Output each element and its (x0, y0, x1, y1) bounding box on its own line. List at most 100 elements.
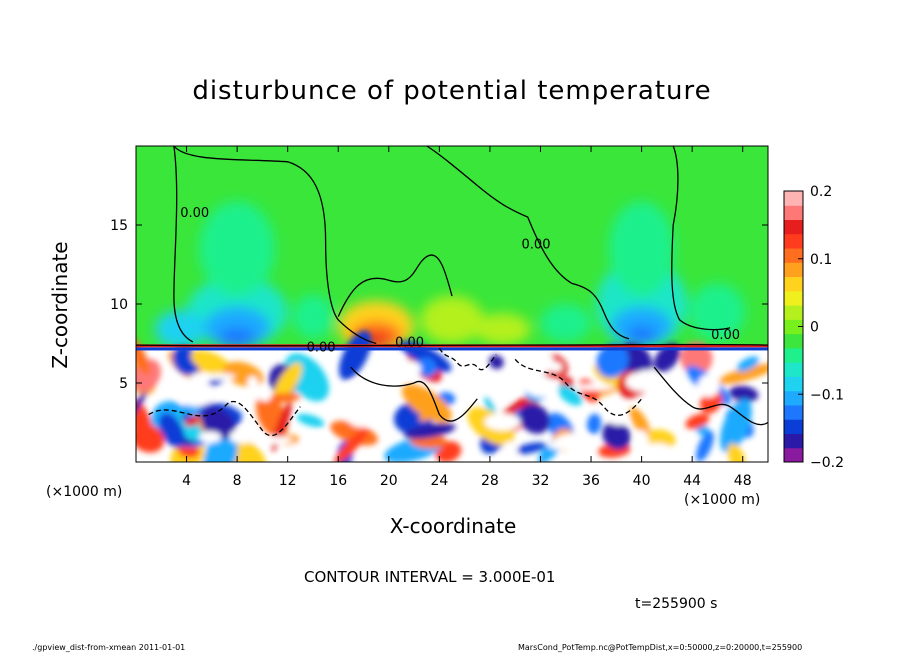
white-patch-13 (199, 431, 222, 443)
colorbar-segment (784, 305, 803, 320)
turbulence-blob-92 (653, 343, 681, 373)
contour-interval: CONTOUR INTERVAL = 3.000E-01 (304, 568, 556, 586)
turbulence-blob-70 (717, 363, 768, 385)
colorbar-segment (784, 233, 803, 249)
contour-label-4: 0.00 (711, 328, 740, 343)
white-patch-20 (625, 372, 660, 392)
turbulence-blob-68 (587, 413, 602, 435)
white-patch-15 (346, 404, 377, 428)
white-patch-14 (501, 441, 519, 462)
turbulence-blob-50 (685, 413, 710, 429)
white-patch-11 (394, 360, 422, 377)
field-blob-12 (540, 304, 592, 342)
x-tick-label: 28 (481, 473, 499, 489)
field-blob-14 (199, 201, 276, 297)
turbulence-blob-60 (158, 413, 185, 448)
x-tick-label: 40 (633, 473, 651, 489)
y-tick-label: 15 (110, 218, 128, 234)
time-label: t=255900 s (635, 596, 718, 612)
contour-line-9 (653, 366, 768, 426)
lower-layer-blobs (136, 330, 768, 462)
x-axis-label: X-coordinate (389, 514, 517, 538)
x-tick-label: 4 (182, 473, 191, 489)
upper-layer-blobs (154, 201, 746, 352)
x-tick-label: 44 (683, 473, 701, 489)
white-patch-16 (253, 436, 293, 445)
x-unit-label-left: (×1000 m) (46, 484, 123, 500)
white-patch-4 (286, 442, 321, 455)
turbulence-blob-88 (419, 401, 446, 422)
contour-labels: 0.00 0.00 0.00 0.00 0.00 (180, 206, 740, 355)
y-tick-label: 10 (110, 297, 128, 313)
white-patch-10 (257, 389, 272, 402)
contour-lines (136, 146, 768, 437)
field-blob-13 (689, 283, 746, 341)
colorbar-segment (784, 276, 803, 292)
colorbar-segment (784, 404, 803, 420)
field-blob-15 (608, 201, 675, 297)
turbulence-blob-39 (696, 430, 714, 462)
contour-label-2: 0.00 (307, 340, 336, 355)
colorbar-segment (784, 262, 803, 278)
turbulence-blob-36 (645, 429, 676, 448)
turbulence-blob-75 (273, 362, 302, 402)
field-blob-2 (219, 327, 255, 347)
x-tick-label: 20 (380, 473, 398, 489)
contour-line-0 (173, 146, 194, 343)
colorbar-segment (784, 419, 803, 434)
contour-label-1: 0.00 (522, 238, 551, 253)
turbulence-blob-82 (736, 356, 759, 372)
turbulence-blob-81 (200, 407, 236, 440)
colorbar-segment (784, 248, 803, 263)
x-tick-label: 32 (532, 473, 550, 489)
contour-line-6 (148, 400, 301, 437)
turbulence-blob-41 (330, 420, 378, 446)
colorbar-tick-label: 0 (810, 320, 819, 336)
x-ticks: 4 8 12 16 20 24 28 32 36 40 44 48 (182, 146, 752, 489)
white-patch-18 (490, 381, 514, 406)
x-unit-label-right: (×1000 m) (684, 492, 761, 508)
white-patch-9 (205, 373, 236, 380)
colorbar: 0.2 0.1 0 −0.1 −0.2 (783, 184, 844, 471)
colorbar-tick-label: −0.1 (810, 387, 844, 403)
white-patch-12 (609, 416, 629, 426)
turbulence-blob-27 (190, 350, 234, 377)
colorbar-segment (784, 205, 803, 221)
white-patch-25 (313, 433, 328, 446)
colorbar-tick-label: 0.2 (810, 184, 832, 200)
footer-left: ./gpview_dist-from-xmean 2011-01-01 (32, 643, 186, 652)
white-patch-2 (574, 383, 615, 391)
turbulence-blob-65 (417, 357, 437, 377)
colorbar-tick-label: −0.2 (810, 455, 844, 471)
x-tick-label: 12 (279, 473, 297, 489)
colorbar-segment (784, 362, 803, 377)
turbulence-blob-83 (629, 407, 650, 436)
colorbar-segment (784, 319, 803, 335)
turbulence-blob-51 (339, 330, 372, 380)
colorbar-segment (784, 290, 803, 306)
turbulence-blob-46 (729, 385, 759, 402)
contour-line-10 (438, 347, 497, 371)
turbulence-blob-84 (727, 443, 746, 462)
turbulence-blob-76 (203, 431, 238, 462)
field-blob-11 (474, 313, 531, 346)
white-patch-19 (229, 429, 255, 444)
turbulence-blob-49 (596, 343, 629, 378)
contour-line-4 (671, 146, 731, 331)
field-blob-7 (292, 294, 334, 339)
turbulence-blob-85 (602, 421, 631, 450)
white-patch-0 (346, 381, 374, 402)
turbulence-blob-58 (518, 403, 551, 434)
colorbar-segment (784, 390, 803, 406)
colorbar-segment (784, 219, 803, 235)
colorbar-segment (784, 191, 803, 206)
white-patch-23 (247, 376, 259, 389)
colorbar-segment (784, 376, 803, 392)
turbulence-blob-3 (484, 396, 496, 417)
white-patch-17 (646, 443, 670, 452)
chart-title: disturbunce of potential temperature (192, 76, 712, 106)
colorbar-segment (784, 433, 803, 449)
boundary-band-cold (136, 347, 768, 351)
white-patch-1 (697, 374, 720, 398)
turbulence-blob-80 (720, 398, 752, 453)
